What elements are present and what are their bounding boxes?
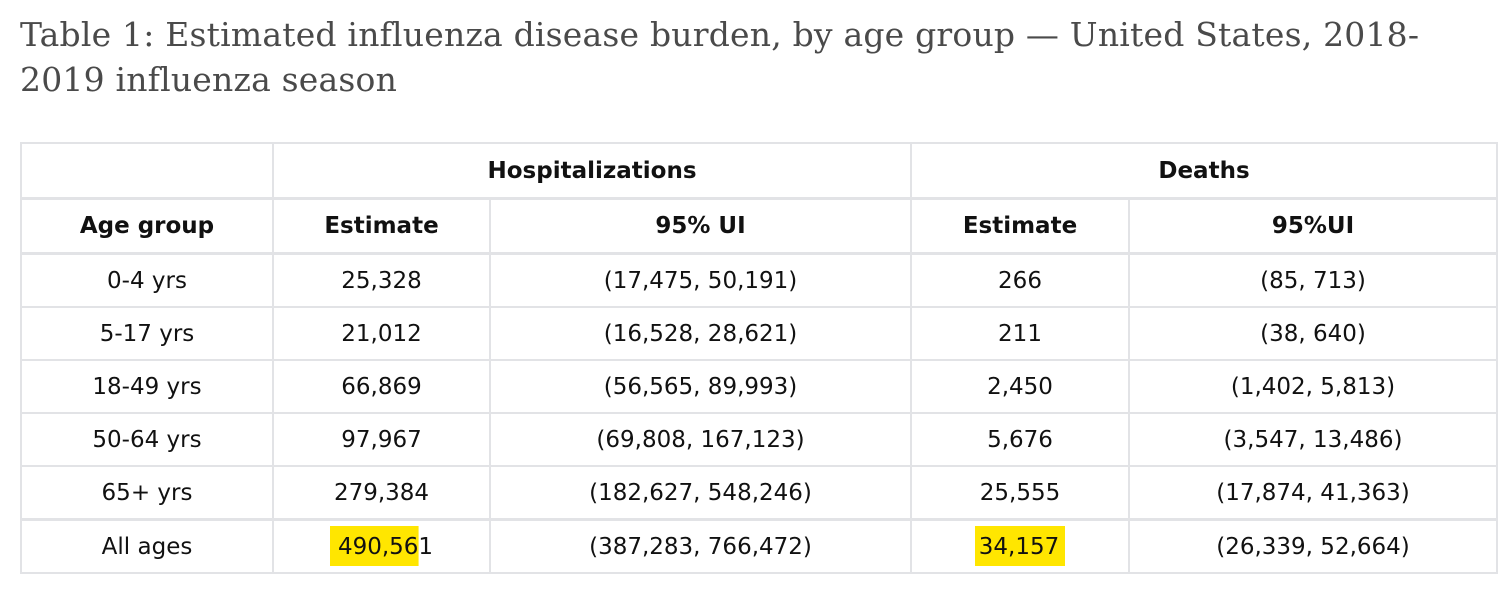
deaths-ui-cell: (1,402, 5,813) <box>1128 359 1498 414</box>
deaths-ui-cell: (26,339, 52,664) <box>1128 518 1498 574</box>
group-header-row: Hospitalizations Deaths <box>20 142 1498 200</box>
hosp-ui-cell: (16,528, 28,621) <box>489 306 912 361</box>
cell-value: (17,475, 50,191) <box>603 267 798 294</box>
table-row: 50-64 yrs 97,967 (69,808, 167,123) 5,676 (3,… <box>20 412 1498 467</box>
table-title: Table 1: Estimated influenza disease bur… <box>20 15 1420 99</box>
hosp-ui-cell: (69,808, 167,123) <box>489 412 912 467</box>
hosp-estimate-cell: 21,012 <box>272 306 491 361</box>
cell-value: 97,967 <box>341 426 422 453</box>
hosp-estimate-cell: 66,869 <box>272 359 491 414</box>
cell-value: 25,328 <box>341 267 422 294</box>
cell-value: (1,402, 5,813) <box>1230 373 1396 400</box>
age-group-header: Age group <box>20 197 274 255</box>
deaths-estimate-cell: 266 <box>910 252 1130 308</box>
cell-value: 50-64 yrs <box>92 426 202 453</box>
cell-value: All ages <box>101 533 193 560</box>
deaths-estimate-cell: 2,450 <box>910 359 1130 414</box>
deaths-ui-cell: (38, 640) <box>1128 306 1498 361</box>
deaths-estimate-cell: 211 <box>910 306 1130 361</box>
cell-value: 211 <box>998 320 1042 347</box>
table-row: 0-4 yrs 25,328 (17,475, 50,191) 266 (85, 713… <box>20 252 1498 308</box>
hosp-estimate-cell: 490,561 <box>272 518 491 574</box>
hosp-estimate-cell: 279,384 <box>272 465 491 521</box>
influenza-burden-table: Hospitalizations Deaths Age group Estima… <box>20 142 1498 574</box>
age-group-cell: 65+ yrs <box>20 465 274 521</box>
deaths-ui-cell: (85, 713) <box>1128 252 1498 308</box>
empty-header-cell <box>20 142 274 200</box>
cell-value: 5-17 yrs <box>99 320 195 347</box>
cell-value: 266 <box>998 267 1042 294</box>
hosp-estimate-cell: 97,967 <box>272 412 491 467</box>
hosp-ui-cell: (387,283, 766,472) <box>489 518 912 574</box>
cell-value: (17,874, 41,363) <box>1216 479 1410 506</box>
hospitalizations-header: Hospitalizations <box>272 142 912 200</box>
cell-value: (3,547, 13,486) <box>1223 426 1403 453</box>
cell-value: 18-49 yrs <box>92 373 202 400</box>
age-group-cell: 5-17 yrs <box>20 306 274 361</box>
table-row: 18-49 yrs 66,869 (56,565, 89,993) 2,450 (1,4… <box>20 359 1498 414</box>
hosp-estimate-cell: 25,328 <box>272 252 491 308</box>
cell-value: 0-4 yrs <box>107 267 187 294</box>
cell-value: 65+ yrs <box>101 479 193 506</box>
deaths-estimate-header: Estimate <box>910 197 1130 255</box>
age-group-cell: 18-49 yrs <box>20 359 274 414</box>
cell-value: (182,627, 548,246) <box>589 479 812 506</box>
deaths-estimate-cell: 5,676 <box>910 412 1130 467</box>
cell-value: 25,555 <box>979 479 1061 506</box>
cell-value: 5,676 <box>987 426 1053 453</box>
cell-value: (387,283, 766,472) <box>589 533 812 560</box>
deaths-ui-header: 95%UI <box>1128 197 1498 255</box>
cell-value: 66,869 <box>341 373 422 400</box>
deaths-ui-cell: (3,547, 13,486) <box>1128 412 1498 467</box>
table-row: 65+ yrs 279,384 (182,627, 548,246) 25,555 (1… <box>20 465 1498 521</box>
age-group-cell: 0-4 yrs <box>20 252 274 308</box>
age-group-cell: 50-64 yrs <box>20 412 274 467</box>
cell-value: (85, 713) <box>1260 267 1366 294</box>
column-header-row: Age group Estimate 95% UI Estimate 95%UI <box>20 197 1498 255</box>
hosp-ui-header: 95% UI <box>489 197 912 255</box>
cell-value: (56,565, 89,993) <box>603 373 798 400</box>
highlighted-value: 34,157 <box>974 525 1066 566</box>
hosp-ui-cell: (17,475, 50,191) <box>489 252 912 308</box>
age-group-cell: All ages <box>20 518 274 574</box>
hosp-ui-cell: (56,565, 89,993) <box>489 359 912 414</box>
cell-value: 2,450 <box>987 373 1053 400</box>
highlighted-value: 490,561 <box>329 525 434 566</box>
cell-value: (38, 640) <box>1260 320 1366 347</box>
cell-value: (16,528, 28,621) <box>603 320 798 347</box>
deaths-estimate-cell: 25,555 <box>910 465 1130 521</box>
cell-value: 21,012 <box>341 320 422 347</box>
table-row: All ages 490,561 (387,283, 766,472) 34,157 (… <box>20 518 1498 574</box>
cell-value: (26,339, 52,664) <box>1216 533 1410 560</box>
cell-value: 279,384 <box>333 479 430 506</box>
deaths-estimate-cell: 34,157 <box>910 518 1130 574</box>
deaths-ui-cell: (17,874, 41,363) <box>1128 465 1498 521</box>
hosp-estimate-header: Estimate <box>272 197 491 255</box>
deaths-header: Deaths <box>910 142 1498 200</box>
hosp-ui-cell: (182,627, 548,246) <box>489 465 912 521</box>
table-row: 5-17 yrs 21,012 (16,528, 28,621) 211 (38, 64… <box>20 306 1498 361</box>
cell-value: (69,808, 167,123) <box>596 426 805 453</box>
